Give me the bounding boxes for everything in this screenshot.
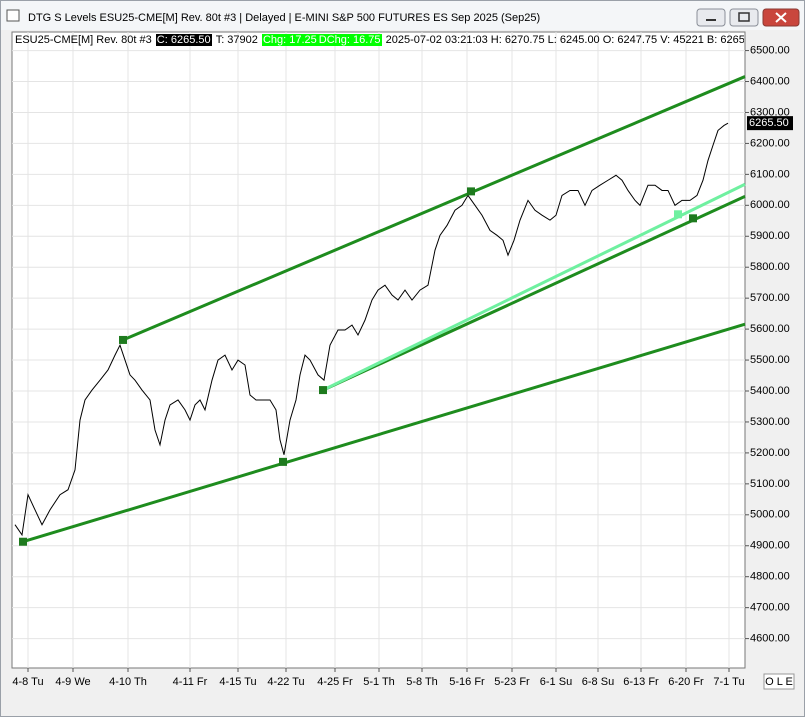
x-tick-label: 5-1 Th bbox=[363, 676, 395, 688]
y-tick-label: 6000.00 bbox=[750, 199, 790, 211]
trend-line bbox=[322, 194, 746, 392]
price-line bbox=[14, 122, 729, 537]
y-tick-label: 6500.00 bbox=[750, 44, 790, 56]
y-tick-label: 4700.00 bbox=[750, 602, 790, 614]
anchor-point bbox=[689, 214, 697, 223]
change: Chg: 17.25 bbox=[261, 34, 318, 46]
x-tick-label: 5-23 Fr bbox=[494, 676, 530, 688]
maximize-icon bbox=[738, 12, 750, 22]
y-tick-label: 5700.00 bbox=[750, 292, 790, 304]
ticks: T: 37902 bbox=[215, 34, 258, 46]
y-tick-label: 5200.00 bbox=[750, 447, 790, 459]
y-tick-label: 6100.00 bbox=[750, 168, 790, 180]
y-tick-label: 5800.00 bbox=[750, 261, 790, 273]
anchor-point bbox=[119, 335, 127, 344]
window-title: DTG S Levels ESU25-CME[M] Rev. 80t #3 | … bbox=[28, 12, 540, 24]
x-tick-label: 5-8 Th bbox=[406, 676, 438, 688]
y-tick-label: 5100.00 bbox=[750, 478, 790, 490]
symbol: ESU25-CME[M] Rev. 80t #3 bbox=[15, 34, 152, 46]
y-tick-label: 5500.00 bbox=[750, 354, 790, 366]
x-tick-label: 7-1 Tu bbox=[713, 676, 744, 688]
title-bar bbox=[1, 1, 804, 30]
last-price-label: 6265.50 bbox=[749, 117, 789, 129]
y-tick-label: 6300.00 bbox=[750, 106, 790, 118]
x-tick-label: 4-25 Fr bbox=[317, 676, 353, 688]
close-icon bbox=[775, 12, 787, 23]
x-tick-label: 5-16 Fr bbox=[449, 676, 485, 688]
y-tick-label: 5900.00 bbox=[750, 230, 790, 242]
anchor-point bbox=[467, 187, 475, 196]
x-tick-label: 4-8 Tu bbox=[12, 676, 43, 688]
status-text: O L E bbox=[765, 676, 793, 688]
anchor-point bbox=[674, 210, 682, 219]
status-box bbox=[763, 673, 795, 690]
app-icon bbox=[6, 9, 20, 22]
info-bar: ESU25-CME[M] Rev. 80t #3 C: 6265.50 T: 3… bbox=[14, 33, 744, 47]
x-tick-label: 4-10 Th bbox=[109, 676, 147, 688]
x-tick-label: 6-1 Su bbox=[540, 676, 572, 688]
minimize-button[interactable] bbox=[696, 8, 726, 27]
y-tick-label: 4600.00 bbox=[750, 633, 790, 645]
last-price-box bbox=[747, 116, 793, 131]
y-tick-label: 5600.00 bbox=[750, 323, 790, 335]
x-tick-label: 4-15 Tu bbox=[219, 676, 256, 688]
x-tick-label: 6-8 Su bbox=[582, 676, 614, 688]
trend-line bbox=[122, 75, 746, 342]
bar-details: 2025-07-02 03:21:03 H: 6270.75 L: 6245.0… bbox=[385, 34, 744, 46]
x-tick-label: 4-11 Fr bbox=[173, 676, 208, 688]
anchor-point bbox=[319, 386, 327, 395]
y-tick-label: 5400.00 bbox=[750, 385, 790, 397]
trend-line bbox=[322, 182, 746, 392]
y-tick-label: 6400.00 bbox=[750, 75, 790, 87]
maximize-button[interactable] bbox=[729, 8, 759, 27]
day-change: DChg: 16.75 bbox=[317, 34, 382, 46]
x-tick-label: 6-20 Fr bbox=[668, 676, 704, 688]
close-price: C: 6265.50 bbox=[155, 34, 212, 46]
y-tick-label: 4800.00 bbox=[750, 571, 790, 583]
y-tick-label: 4900.00 bbox=[750, 540, 790, 552]
y-tick-label: 5300.00 bbox=[750, 416, 790, 428]
anchor-point bbox=[279, 457, 287, 466]
y-tick-label: 5000.00 bbox=[750, 509, 790, 521]
anchor-point bbox=[19, 537, 27, 546]
x-tick-label: 6-13 Fr bbox=[623, 676, 659, 688]
trend-line bbox=[22, 322, 746, 544]
x-tick-label: 4-22 Tu bbox=[267, 676, 304, 688]
x-tick-label: 4-9 We bbox=[55, 676, 90, 688]
y-tick-label: 6200.00 bbox=[750, 137, 790, 149]
